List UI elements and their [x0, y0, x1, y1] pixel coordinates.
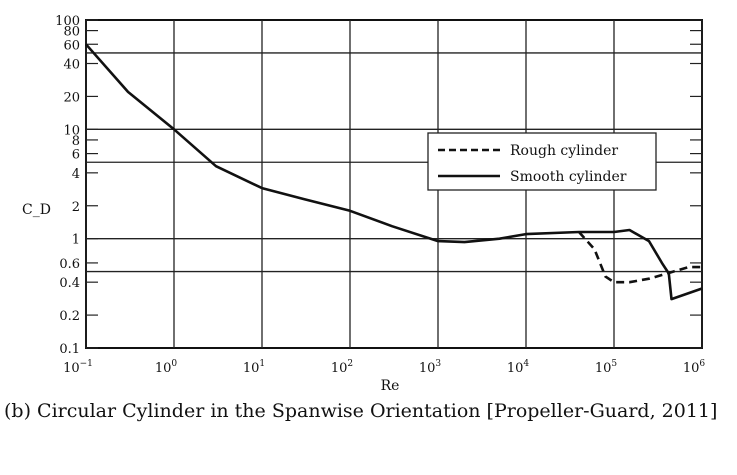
series-line-rough-cylinder	[578, 231, 702, 284]
legend-box	[427, 132, 657, 191]
y-tick-label: 8	[72, 134, 80, 149]
x-tick-label: 10−1	[63, 359, 93, 376]
y-tick-label: 0.1	[59, 342, 80, 357]
y-tick-label: 80	[63, 25, 80, 40]
figure-caption: (b) Circular Cylinder in the Spanwise Or…	[4, 400, 718, 422]
x-tick-label: 102	[331, 359, 353, 376]
series-line-smooth-cylinder	[85, 43, 703, 301]
y-tick-label: 0.6	[59, 257, 80, 272]
y-tick-label: 10	[63, 123, 80, 138]
x-axis-label: Re	[381, 378, 400, 394]
x-tick-label: 101	[243, 359, 265, 376]
x-tick-label: 103	[419, 359, 442, 376]
legend: Rough cylinder Smooth cylinder	[427, 132, 657, 191]
y-tick-label: 2	[72, 200, 80, 215]
y-tick-label: 1	[72, 233, 80, 248]
drag-coefficient-chart: 10−1 100 101 102 103 104 105 106100806040201086…	[55, 14, 706, 394]
legend-label: Rough cylinder	[510, 143, 618, 159]
y-tick-label: 20	[63, 90, 80, 105]
x-tick-label: 104	[507, 359, 530, 376]
y-tick-label: 4	[72, 167, 80, 182]
x-tick-label: 106	[683, 359, 706, 376]
y-tick-label: 0.2	[59, 309, 80, 324]
y-tick-label: 60	[63, 38, 80, 53]
y-tick-label: 40	[63, 58, 80, 73]
legend-label: Smooth cylinder	[510, 169, 627, 185]
x-tick-label: 105	[595, 359, 618, 376]
y-tick-label: 100	[55, 14, 80, 29]
x-tick-label: 100	[155, 359, 178, 376]
y-axis-label: C_D	[22, 202, 51, 218]
y-tick-label: 0.4	[59, 276, 80, 291]
y-tick-label: 6	[72, 148, 80, 163]
